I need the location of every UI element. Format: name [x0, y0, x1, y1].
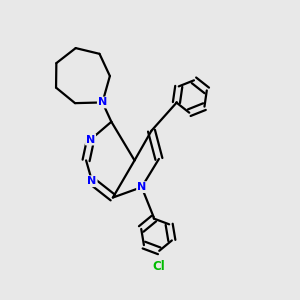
Text: N: N — [137, 182, 146, 192]
Text: Cl: Cl — [153, 260, 166, 273]
Text: N: N — [87, 176, 97, 186]
Text: N: N — [98, 98, 107, 107]
Text: N: N — [86, 135, 95, 145]
